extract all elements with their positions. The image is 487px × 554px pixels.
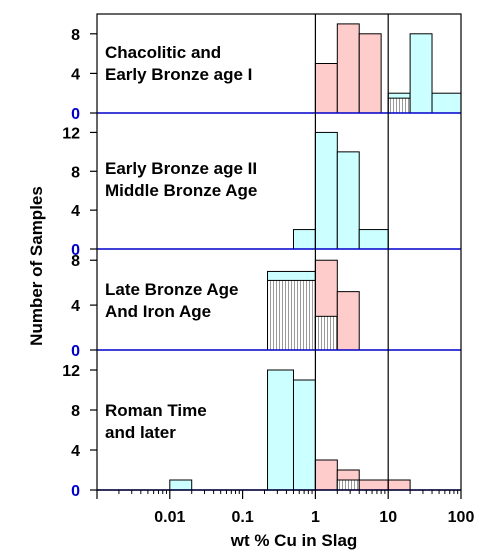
ytick-label-p2-8: 8 [71, 164, 80, 181]
ytick-label-p2-12: 12 [62, 125, 80, 142]
bar-p4-pink-8 [387, 479, 411, 491]
ytick-label-p3-4: 4 [71, 298, 80, 315]
bar-p4-cyan-3 [292, 379, 316, 491]
ytick-label-p4-12: 12 [62, 363, 80, 380]
bar-p1-cyan-7 [431, 92, 462, 114]
bar-p1-pink-2 [336, 23, 360, 114]
bar-p1-pink-3 [358, 33, 382, 114]
bars-layer [169, 23, 462, 491]
bar-p4-pink-7 [358, 479, 389, 491]
bar-p3-gray-2 [267, 279, 316, 351]
ytick-label-p4-0: 0 [71, 483, 80, 500]
panel-label-p1-line1: Chacolitic and [105, 43, 221, 62]
panel-label-p1-line2: Early Bronze age I [105, 65, 252, 84]
panel-label-p3-line2: And Iron Age [105, 302, 211, 321]
bar-p1-pink-1 [314, 63, 338, 114]
bar-p2-cyan-2 [314, 131, 338, 250]
bar-p2-cyan-1 [292, 229, 316, 250]
ytick-label-p4-4: 4 [71, 443, 80, 460]
panel-label-p4-line1: Roman Time [105, 401, 207, 420]
bar-p1-gray-5 [387, 97, 411, 114]
ytick-label-p1-8: 8 [71, 27, 80, 44]
bar-p4-cyan-2 [267, 369, 294, 491]
lines-layer [90, 13, 462, 499]
xtick-label-10: 10 [379, 509, 397, 526]
bar-p4-gray-6 [336, 479, 360, 491]
y-axis-title: Number of Samples [27, 186, 46, 346]
panel-label-p4-line2: and later [105, 423, 176, 442]
ytick-label-p3-0: 0 [71, 343, 80, 360]
ytick-label-p3-8: 8 [71, 253, 80, 270]
ytick-label-p1-0: 0 [71, 106, 80, 123]
ytick-label-p1-4: 4 [71, 66, 80, 83]
xtick-label-0.1: 0.1 [231, 509, 253, 526]
bar-p1-cyan-6 [409, 33, 433, 114]
panel-label-p2-line2: Middle Bronze Age [105, 181, 257, 200]
bar-p3-pink-5 [336, 291, 360, 351]
xtick-label-100: 100 [448, 509, 475, 526]
bar-p3-gray-4 [314, 315, 338, 351]
bar-p2-cyan-3 [336, 151, 360, 250]
bar-p4-pink-4 [314, 459, 338, 491]
panel-label-p2-line1: Early Bronze age II [105, 159, 257, 178]
bar-p4-cyan-1 [169, 479, 193, 491]
ytick-label-p4-8: 8 [71, 403, 80, 420]
bar-p2-cyan-4 [358, 229, 389, 250]
plot-frame [96, 13, 462, 491]
ytick-label-p2-4: 4 [71, 203, 80, 220]
panel-label-p3-line1: Late Bronze Age [105, 280, 239, 299]
xtick-label-1: 1 [311, 509, 320, 526]
ytick-label-p2-0: 0 [71, 242, 80, 259]
x-axis-title: wt % Cu in Slag [230, 531, 358, 550]
xtick-label-0.01: 0.01 [154, 509, 185, 526]
text-layer: 0 4 8 Chacolitic and Early Bronze age I 0 4 8 12… [27, 27, 474, 550]
